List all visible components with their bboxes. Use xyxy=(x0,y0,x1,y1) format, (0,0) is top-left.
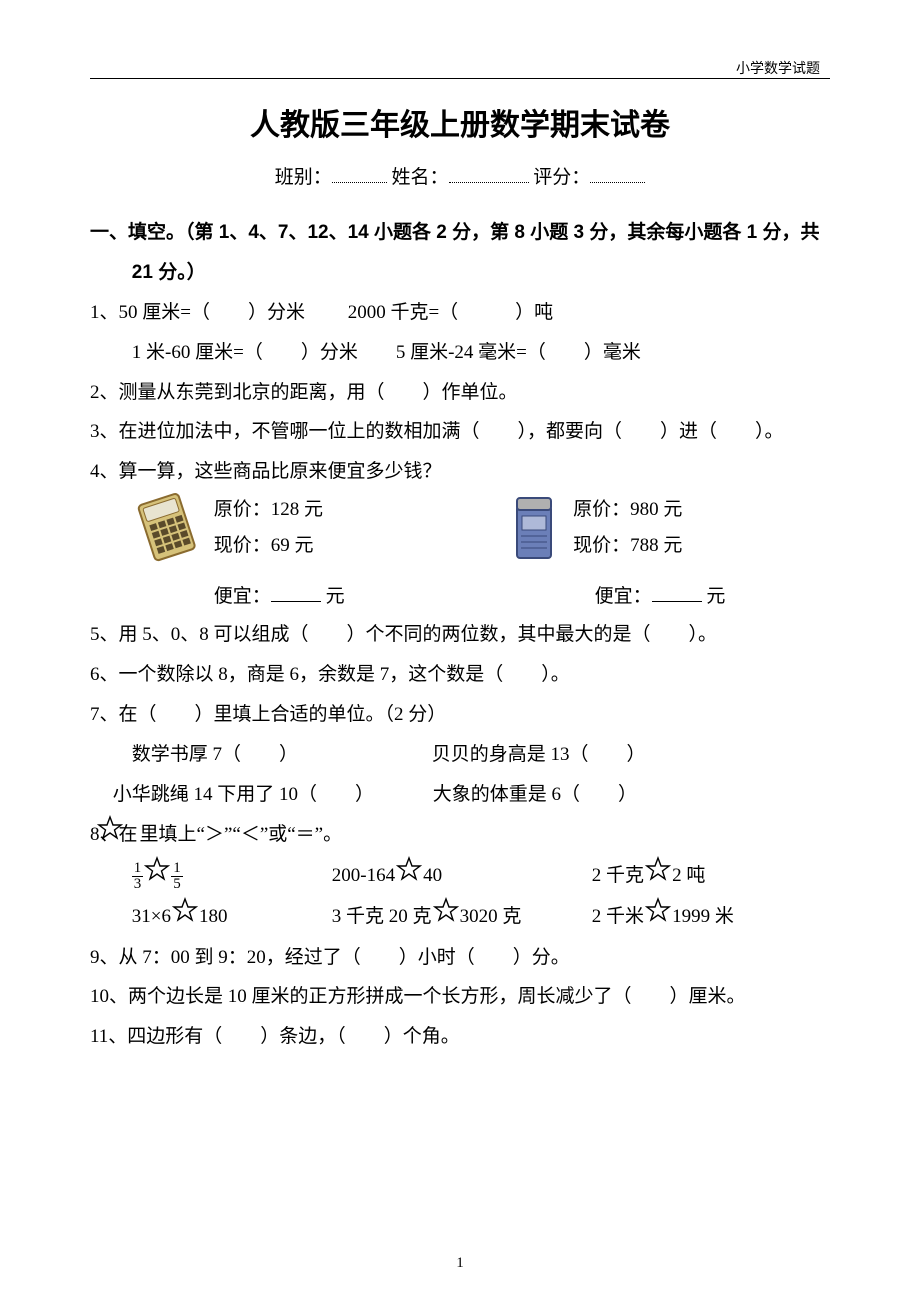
q8-r1c1: 13 15 xyxy=(132,856,332,897)
q9: 9、从 7：00 到 9：20，经过了（ ）小时（ ）分。 xyxy=(90,938,830,978)
q8-r1c3b: 2 吨 xyxy=(672,856,705,896)
q4-head: 4、算一算，这些商品比原来便宜多少钱？ xyxy=(90,452,830,492)
q8-r2c2a: 3 千克 20 克 xyxy=(332,897,432,937)
q4-item1-orig: 原价：128 元 xyxy=(214,492,323,528)
q8-r1c2a: 200-164 xyxy=(332,856,395,896)
q10: 10、两个边长是 10 厘米的正方形拼成一个长方形，周长减少了（ ）厘米。 xyxy=(90,977,830,1017)
q4-blank-1[interactable] xyxy=(271,582,321,602)
book-icon xyxy=(507,492,561,579)
class-blank[interactable] xyxy=(332,163,387,183)
q7-row1: 数学书厚 7（ ） 贝贝的身高是 13（ ） xyxy=(90,735,830,775)
q2: 2、测量从东莞到北京的距离，用（ ）作单位。 xyxy=(90,373,830,413)
q4-cheap-label-2: 便宜： xyxy=(595,586,652,607)
q4-item1-cheap: 便宜： 元 xyxy=(214,579,345,615)
q3: 3、在进位加法中，不管哪一位上的数相加满（ ），都要向（ ）进（ ）。 xyxy=(90,412,830,452)
q4-item2-now: 现价：788 元 xyxy=(573,528,682,564)
q7d: 大象的体重是 6（ ） xyxy=(433,775,637,815)
q4-item2-text: 原价：980 元 现价：788 元 xyxy=(573,492,682,564)
frac-1-5: 15 xyxy=(171,861,183,892)
q8-row1: 13 15 200-164 40 2 千克 2 吨 xyxy=(90,856,830,897)
q7-row2: 小华跳绳 14 下用了 10（ ） 大象的体重是 6（ ） xyxy=(90,775,830,815)
section-1-head: 一、填空。（第 1、4、7、12、14 小题各 2 分，第 8 小题 3 分，其… xyxy=(90,213,830,293)
q4-item1-now: 现价：69 元 xyxy=(214,528,323,564)
star-icon[interactable] xyxy=(645,897,671,938)
q4-items: 原价：128 元 现价：69 元 原价：980 元 现价：788 元 xyxy=(90,492,830,579)
student-info-line: 班别： 姓名： 评分： xyxy=(90,162,830,189)
q8-r2c1: 31×6 180 xyxy=(132,897,332,938)
q8-r2c2b: 3020 克 xyxy=(460,897,522,937)
q8-r1c3a: 2 千克 xyxy=(592,856,644,896)
star-icon[interactable] xyxy=(144,856,170,897)
q6: 6、一个数除以 8，商是 6，余数是 7，这个数是（ ）。 xyxy=(90,655,830,695)
q8-r2c2: 3 千克 20 克 3020 克 xyxy=(332,897,592,938)
class-label: 班别： xyxy=(275,167,332,188)
q4-unit-2: 元 xyxy=(706,586,725,607)
frac-1-3: 13 xyxy=(132,861,144,892)
q7b: 贝贝的身高是 13（ ） xyxy=(432,735,646,775)
q4-cheap-row: 便宜： 元 便宜： 元 xyxy=(90,579,830,615)
q11: 11、四边形有（ ）条边，（ ）个角。 xyxy=(90,1017,830,1057)
star-icon[interactable] xyxy=(433,897,459,938)
q8-head-b: 里填上“＞”“＜”或“＝”。 xyxy=(140,824,343,845)
q5: 5、用 5、0、8 可以组成（ ）个不同的两位数，其中最大的是（ ）。 xyxy=(90,615,830,655)
q4-cheap-label-1: 便宜： xyxy=(214,586,271,607)
q4-unit-1: 元 xyxy=(326,586,345,607)
star-icon[interactable] xyxy=(645,856,671,897)
q4-blank-2[interactable] xyxy=(652,582,702,602)
q4-item1-text: 原价：128 元 现价：69 元 xyxy=(214,492,323,564)
q1-line2: 1 米-60 厘米=（ ）分米 5 厘米-24 毫米=（ ）毫米 xyxy=(90,333,830,373)
q1-line1: 1、50 厘米=（ ）分米 2000 千克=（ ）吨 xyxy=(90,293,830,333)
q4-item2-cheap: 便宜： 元 xyxy=(595,579,726,615)
q8-r2c1b: 180 xyxy=(199,897,228,937)
q8-row2: 31×6 180 3 千克 20 克 3020 克 2 千米 1999 米 xyxy=(90,897,830,938)
name-blank[interactable] xyxy=(449,163,529,183)
q8-head: 8、在里填上“＞”“＜”或“＝”。 xyxy=(90,815,830,856)
q7a: 数学书厚 7（ ） xyxy=(132,735,432,775)
q8-r1c2: 200-164 40 xyxy=(332,856,592,897)
header-rule xyxy=(90,78,830,79)
page-number: 1 xyxy=(0,1255,920,1272)
q8-r2c3: 2 千米 1999 米 xyxy=(592,897,830,938)
q7-head: 7、在（ ）里填上合适的单位。（2 分） xyxy=(90,695,830,735)
header-label: 小学数学试题 xyxy=(736,58,820,78)
score-label: 评分： xyxy=(533,167,590,188)
q8-r2c3b: 1999 米 xyxy=(672,897,734,937)
q8-r1c2b: 40 xyxy=(423,856,442,896)
name-label: 姓名： xyxy=(391,167,448,188)
star-icon[interactable] xyxy=(172,897,198,938)
q4-item2-orig: 原价：980 元 xyxy=(573,492,682,528)
q8-r2c3a: 2 千米 xyxy=(592,897,644,937)
calculator-icon xyxy=(132,492,202,579)
score-blank[interactable] xyxy=(590,163,645,183)
q8-r2c1a: 31×6 xyxy=(132,897,171,937)
page-title: 人教版三年级上册数学期末试卷 xyxy=(90,100,830,144)
star-icon[interactable] xyxy=(396,856,422,897)
q8-r1c3: 2 千克 2 吨 xyxy=(592,856,830,897)
q7c: 小华跳绳 14 下用了 10（ ） xyxy=(113,775,433,815)
